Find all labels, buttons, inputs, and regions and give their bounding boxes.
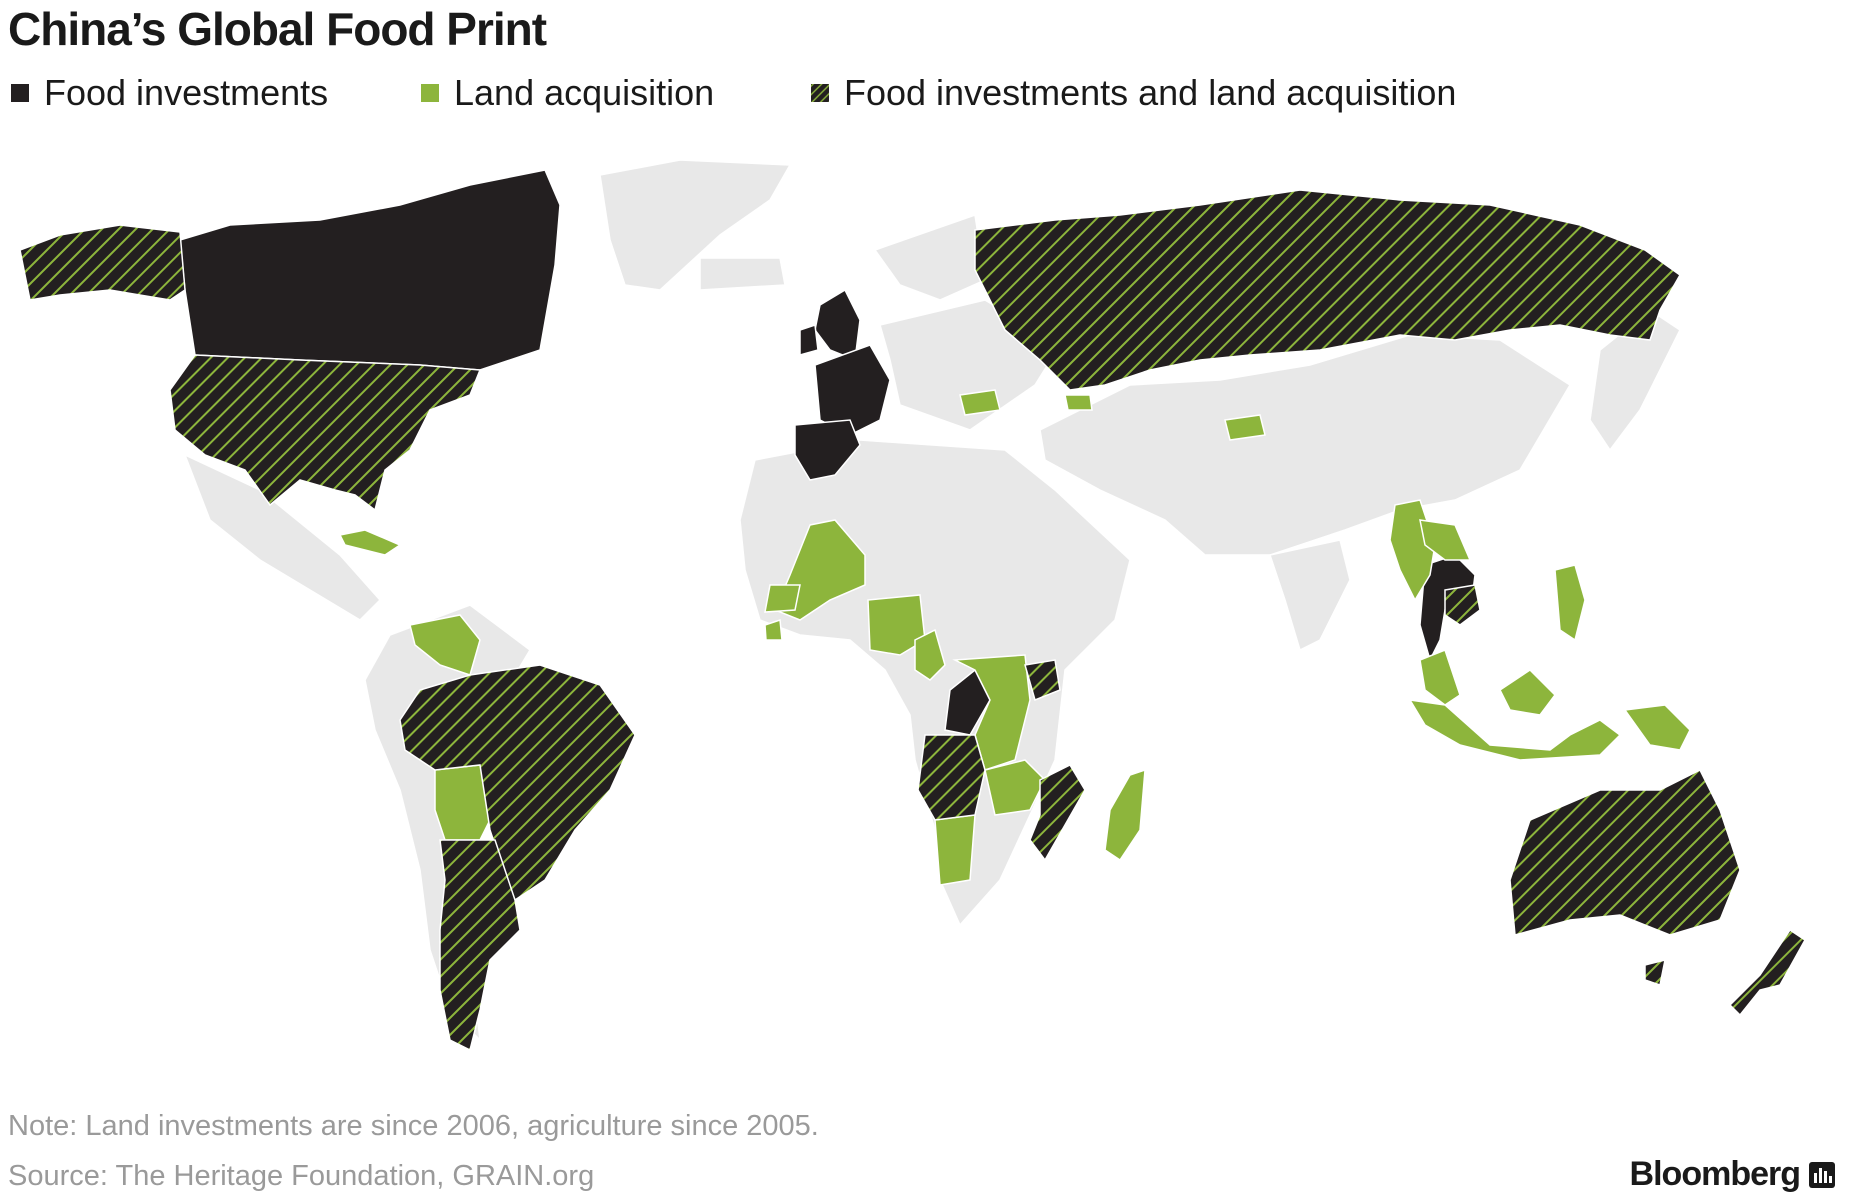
indonesia-islands bbox=[1408, 699, 1622, 761]
world-map bbox=[19, 159, 1806, 1052]
alaska bbox=[19, 224, 186, 301]
namibia bbox=[934, 814, 976, 886]
legend: Food investments Land acquisition Food i… bbox=[10, 72, 1610, 118]
angola bbox=[917, 734, 986, 821]
philippines bbox=[1554, 564, 1586, 642]
mexico-central-america bbox=[183, 453, 382, 621]
greenland bbox=[599, 159, 792, 291]
papua-new-guinea bbox=[1623, 704, 1691, 751]
bulgaria bbox=[959, 389, 1001, 416]
legend-item-food-investments: Food investments bbox=[10, 72, 328, 114]
tajikistan bbox=[1224, 414, 1266, 441]
bloomberg-chart-icon bbox=[1809, 1161, 1835, 1188]
mozambique bbox=[1029, 764, 1086, 862]
cuba bbox=[338, 529, 402, 556]
france bbox=[814, 344, 891, 436]
new-zealand bbox=[1728, 928, 1806, 1017]
land-acquisition-regions bbox=[338, 389, 1691, 886]
africa bbox=[739, 439, 1131, 927]
cameroon bbox=[914, 628, 946, 681]
republic-of-congo bbox=[944, 668, 991, 736]
australia bbox=[1509, 768, 1741, 936]
ireland bbox=[799, 323, 819, 356]
sierra-leone bbox=[764, 618, 783, 641]
madagascar bbox=[1104, 768, 1146, 862]
georgia bbox=[1064, 394, 1093, 411]
cambodia bbox=[1444, 584, 1481, 626]
footnote-note: Note: Land investments are since 2006, a… bbox=[8, 1110, 819, 1142]
nigeria bbox=[867, 594, 926, 656]
legend-label: Food investments and land acquisition bbox=[844, 72, 1457, 113]
united-states bbox=[169, 354, 482, 512]
tasmania bbox=[1644, 958, 1666, 986]
india bbox=[1269, 539, 1351, 652]
food-investments-regions bbox=[179, 169, 1476, 736]
zambia bbox=[984, 759, 1046, 816]
legend-label: Food investments bbox=[44, 72, 329, 113]
food-investments-and-land-acquisition-regions bbox=[19, 189, 1806, 1052]
legend-item-both: Food investments and land acquisition bbox=[810, 72, 1456, 114]
legend-swatch-dark bbox=[11, 84, 29, 102]
footnote-source: Source: The Heritage Foundation, GRAIN.o… bbox=[8, 1160, 595, 1192]
canada bbox=[179, 169, 561, 371]
scandinavia bbox=[873, 213, 986, 301]
laos bbox=[1419, 519, 1472, 561]
united-kingdom bbox=[814, 288, 861, 362]
spain-portugal bbox=[794, 419, 861, 481]
russia bbox=[974, 189, 1681, 391]
brand-logo: Bloomberg bbox=[1630, 1155, 1836, 1194]
legend-item-land-acquisition: Land acquisition bbox=[420, 72, 714, 114]
legend-label: Land acquisition bbox=[454, 72, 715, 113]
central-asia-china-middle-east bbox=[1039, 334, 1572, 556]
legend-swatch-hatched bbox=[811, 84, 829, 102]
chart-title: China’s Global Food Print bbox=[8, 3, 547, 55]
malaysia bbox=[1419, 649, 1461, 706]
other-land bbox=[183, 159, 1681, 1043]
tanzania bbox=[1024, 659, 1061, 702]
legend-swatch-green bbox=[421, 84, 439, 102]
senegal bbox=[764, 584, 801, 613]
iceland bbox=[699, 257, 786, 291]
borneo-indonesia bbox=[1499, 669, 1556, 716]
argentina bbox=[439, 839, 521, 1052]
brand-name: Bloomberg bbox=[1629, 1155, 1801, 1193]
